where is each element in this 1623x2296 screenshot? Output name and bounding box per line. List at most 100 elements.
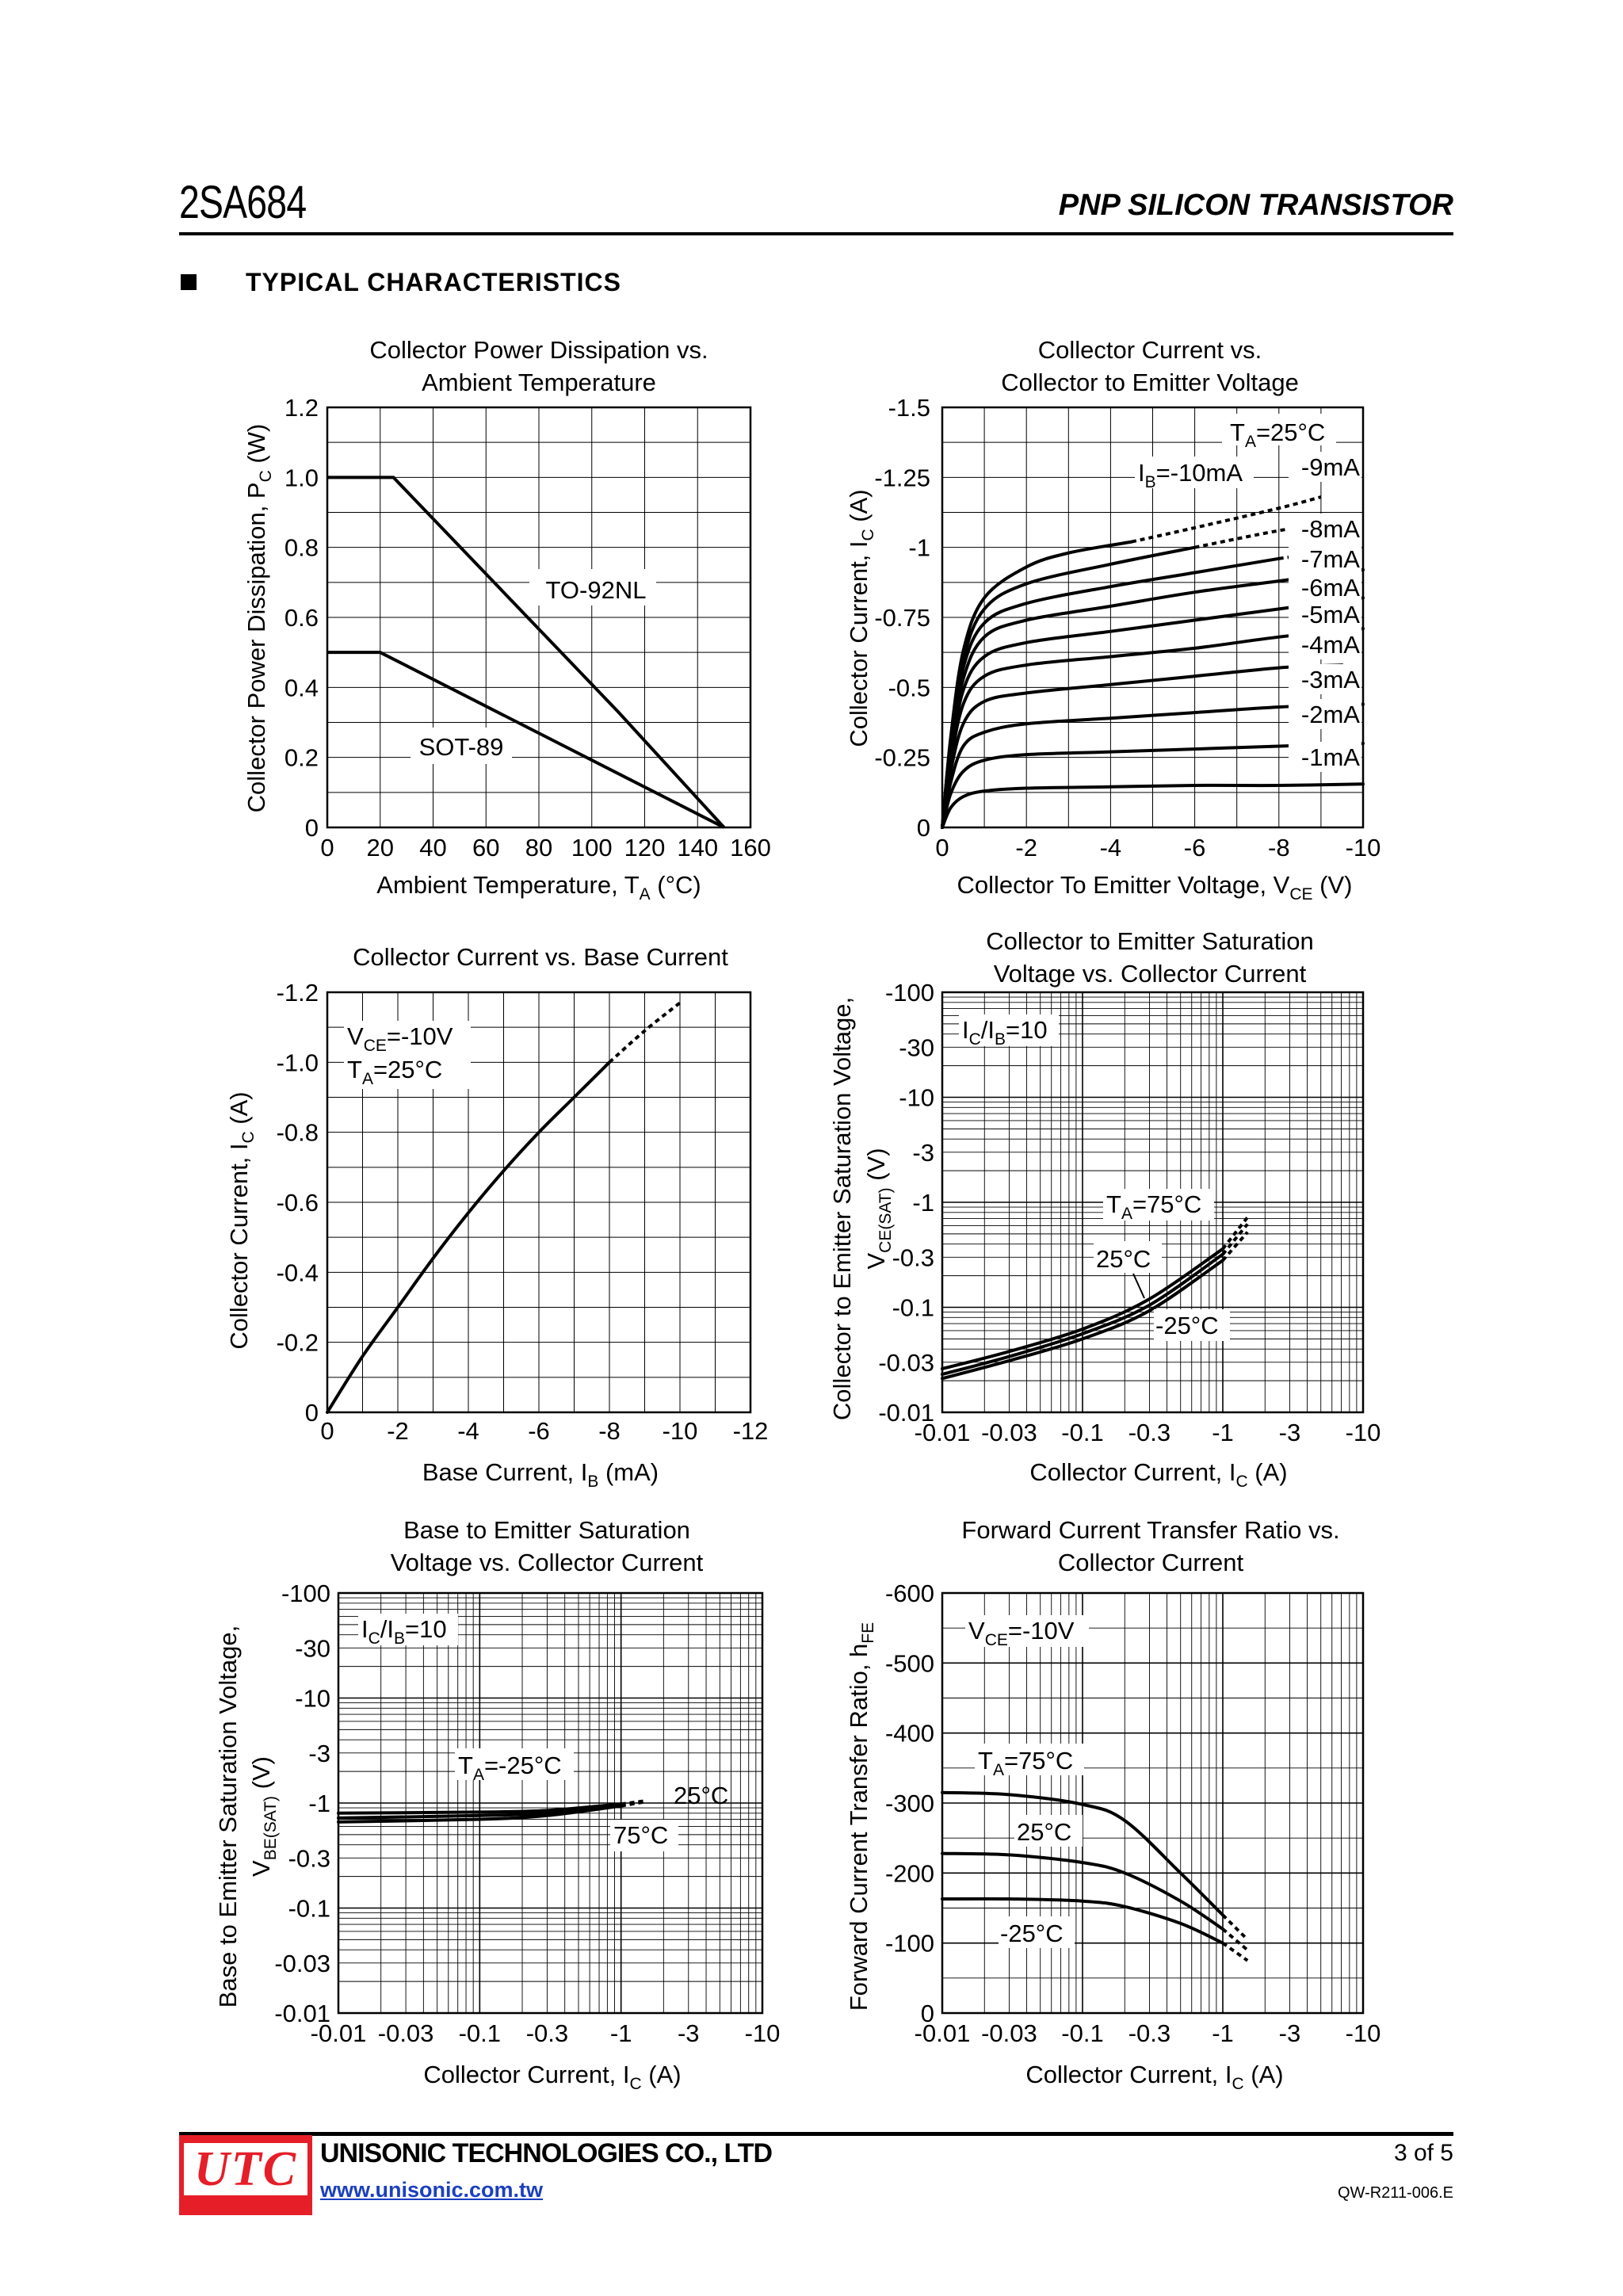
x-tick-label: -3 bbox=[1279, 2019, 1301, 2047]
x-axis-label: Collector Current, IC (A) bbox=[423, 2061, 681, 2093]
curve-75°C bbox=[337, 1804, 623, 1824]
x-tick-label: 0 bbox=[320, 834, 334, 861]
x-tick-label: -3 bbox=[1279, 1419, 1301, 1446]
y-tick-label: -400 bbox=[885, 1720, 934, 1748]
ic-ib-condition: IC/IB=10 bbox=[361, 1615, 447, 1648]
y-tick-label: 0 bbox=[921, 2000, 934, 2027]
y-axis-label-line2: VBE(SAT) (V) bbox=[247, 1756, 280, 1877]
x-tick-label: 60 bbox=[472, 834, 499, 861]
curve-label: -3mA bbox=[1301, 666, 1360, 693]
x-tick-label: 100 bbox=[571, 834, 613, 861]
y-tick-label: -0.01 bbox=[274, 2000, 330, 2027]
company-url-link[interactable]: www.unisonic.com.tw bbox=[320, 2178, 544, 2202]
y-tick-label: -1.0 bbox=[277, 1049, 319, 1076]
label-75c: TA=75°C bbox=[978, 1747, 1073, 1779]
x-tick-label: -0.01 bbox=[311, 2019, 367, 2047]
y-tick-label: -100 bbox=[885, 1930, 934, 1958]
x-tick-label: -6 bbox=[1184, 834, 1206, 861]
y-tick-label: 0.6 bbox=[285, 604, 319, 632]
y-tick-label: -30 bbox=[295, 1634, 330, 1662]
curve-label: -1mA bbox=[1301, 743, 1360, 771]
chart-title: Collector Current vs. Base Current bbox=[353, 943, 728, 971]
chart-title-line1: Base to Emitter Saturation bbox=[403, 1516, 690, 1544]
x-tick-label: -0.1 bbox=[1061, 2019, 1103, 2047]
x-tick-label: -0.1 bbox=[459, 2019, 501, 2047]
curve-label: -4mA bbox=[1301, 631, 1360, 659]
y-tick-label: -0.3 bbox=[892, 1244, 934, 1271]
curve-label: -9mA bbox=[1301, 453, 1360, 481]
y-tick-label: 0.2 bbox=[285, 744, 319, 772]
plot-frame bbox=[941, 991, 1365, 1414]
x-axis-label: Collector To Emitter Voltage, VCE (V) bbox=[957, 871, 1353, 904]
x-tick-label: -10 bbox=[745, 2019, 781, 2047]
ticks: 0 20 40 60 80 100 120 140 160 0 0.2 0.4 0.6 0.8 1.0 1.2 bbox=[285, 394, 771, 861]
y-tick-label: -1.25 bbox=[874, 464, 930, 491]
y-tick-label: -100 bbox=[281, 1580, 330, 1607]
chart-title-line2: Ambient Temperature bbox=[422, 369, 656, 396]
label-minus25c: TA=-25°C bbox=[458, 1752, 562, 1784]
label-to92nl: TO-92NL bbox=[546, 576, 647, 604]
label-bg bbox=[1289, 514, 1361, 544]
label-bg bbox=[1289, 742, 1361, 772]
chart-title-line2: Voltage vs. Collector Current bbox=[391, 1549, 704, 1576]
chart-title-line1: Collector Current vs. bbox=[1038, 336, 1262, 364]
x-axis-label: Base Current, IB (mA) bbox=[422, 1458, 659, 1491]
y-tick-label: 1.2 bbox=[285, 394, 319, 422]
x-tick-label: -0.3 bbox=[1128, 1419, 1170, 1446]
page-number: 3 of 5 bbox=[1393, 2140, 1453, 2166]
x-tick-label: -0.03 bbox=[981, 2019, 1037, 2047]
plot-frame bbox=[337, 1591, 764, 2015]
curve-TA=75°C bbox=[941, 1247, 1224, 1370]
x-tick-label: -2 bbox=[387, 1417, 409, 1445]
grid bbox=[326, 406, 752, 829]
y-tick-label: -10 bbox=[295, 1685, 330, 1713]
y-tick-label: -0.8 bbox=[277, 1119, 319, 1147]
label-bg bbox=[1289, 664, 1361, 694]
curve--3mA bbox=[941, 702, 1365, 829]
curve-25°C bbox=[337, 1803, 623, 1820]
curve-25°C bbox=[941, 1851, 1224, 1931]
curve-25°C-dashed bbox=[1221, 1927, 1249, 1952]
chart-title-line2: Collector Current bbox=[1058, 1549, 1244, 1576]
y-axis-label: Collector Current, IC (A) bbox=[845, 489, 877, 747]
curve-75°C-dashed bbox=[621, 1800, 647, 1808]
curve-IB=-10mA bbox=[941, 540, 1133, 829]
curve-TA=75°C bbox=[941, 1790, 1224, 1917]
curve-25°C bbox=[941, 1252, 1224, 1377]
x-tick-label: 80 bbox=[525, 834, 552, 861]
curve--25°C bbox=[941, 1259, 1224, 1381]
series-to-92nl bbox=[327, 476, 726, 829]
y-axis-label: Collector Current, IC (A) bbox=[225, 1091, 258, 1349]
y-tick-label: -1 bbox=[908, 534, 930, 562]
chart-title-line2: Collector to Emitter Voltage bbox=[1001, 369, 1299, 396]
y-axis-label-line1: Collector to Emitter Saturation Voltage, bbox=[828, 997, 856, 1420]
plot-frame bbox=[326, 406, 752, 829]
curve-IB=-10mA-dashed bbox=[1131, 495, 1322, 544]
curve-ic bbox=[326, 1060, 611, 1414]
ic-ib-condition: IC/IB=10 bbox=[962, 1016, 1048, 1049]
curve-label: -8mA bbox=[1301, 515, 1360, 543]
label-bg bbox=[1289, 599, 1361, 629]
label-bg bbox=[1289, 572, 1361, 602]
x-tick-label: -1 bbox=[1212, 2019, 1234, 2047]
label-bg bbox=[1289, 629, 1361, 659]
label-bg bbox=[1289, 452, 1361, 482]
y-tick-label: -3 bbox=[308, 1740, 330, 1767]
x-tick-label: -6 bbox=[528, 1417, 550, 1445]
plot-frame bbox=[941, 406, 1365, 829]
document-number: QW-R211-006.E bbox=[1338, 2184, 1453, 2202]
curve--1mA bbox=[941, 782, 1365, 829]
curve-ic-dashed bbox=[608, 1001, 682, 1064]
x-tick-label: -0.03 bbox=[981, 1419, 1037, 1446]
x-tick-label: 0 bbox=[935, 834, 949, 861]
utc-logo: UTC bbox=[179, 2135, 312, 2215]
vce-condition: VCE=-10V bbox=[347, 1022, 453, 1055]
y-tick-label: 0 bbox=[305, 814, 319, 842]
curve--25°C bbox=[941, 1897, 1224, 1945]
part-number: 2SA684 bbox=[179, 177, 307, 228]
curve--4mA bbox=[941, 663, 1344, 829]
x-tick-label: -1 bbox=[1212, 1419, 1234, 1446]
y-axis-label-line1: Base to Emitter Saturation Voltage, bbox=[214, 1626, 242, 2008]
